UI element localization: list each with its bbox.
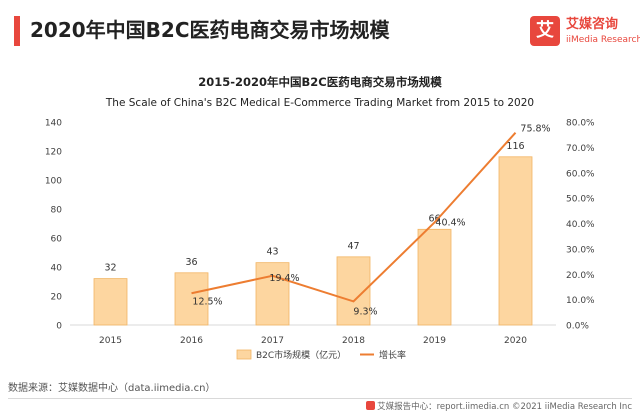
page-title: 2020年中国B2C医药电商交易市场规模 (30, 18, 390, 42)
footer-divider (8, 398, 632, 399)
bar-value-label: 36 (185, 257, 197, 268)
y-right-tick-label: 20.0% (566, 271, 595, 281)
y-right-tick-label: 0.0% (566, 322, 589, 332)
y-left-tick-label: 20 (51, 293, 63, 303)
bar-value-label: 32 (104, 263, 116, 274)
data-source-note: 数据来源：艾媒数据中心（data.iimedia.cn） (8, 383, 216, 394)
legend-bar-label: B2C市场规模（亿元） (256, 349, 346, 361)
bar-value-label: 47 (347, 241, 359, 252)
y-right-tick-label: 30.0% (566, 245, 595, 255)
growth-rate-label: 19.4% (269, 273, 299, 284)
x-tick-label: 2015 (99, 336, 122, 346)
x-tick-label: 2017 (261, 336, 284, 346)
x-tick-label: 2016 (180, 336, 203, 346)
legend-bar-swatch (236, 349, 252, 360)
logo-mark-icon: 艾 (530, 16, 560, 46)
bar-2015 (93, 278, 128, 326)
x-tick-label: 2019 (423, 336, 446, 346)
y-right-tick-label: 80.0% (566, 119, 595, 129)
iimedia-small-icon (366, 401, 376, 410)
growth-rate-label: 40.4% (435, 217, 465, 228)
y-right-tick-label: 10.0% (566, 296, 595, 306)
x-tick-label: 2020 (504, 336, 527, 346)
chart-subtitle: The Scale of China's B2C Medical E-Comme… (105, 97, 534, 109)
logo-name-cn: 艾媒咨询 (566, 17, 619, 32)
bar-value-label: 43 (266, 247, 278, 258)
title-accent-bar (14, 16, 20, 46)
bar-2020 (498, 156, 533, 326)
bar-2019 (417, 228, 452, 326)
y-left-tick-label: 60 (51, 235, 63, 245)
y-left-tick-label: 0 (56, 322, 62, 332)
y-right-tick-label: 60.0% (566, 169, 595, 179)
y-right-tick-label: 50.0% (566, 195, 595, 205)
growth-rate-line (191, 131, 517, 303)
footer-credit: 艾媒报告中心：report.iimedia.cn ©2021 iiMedia R… (366, 401, 632, 413)
y-left-tick-label: 80 (51, 206, 63, 216)
y-right-tick-label: 70.0% (566, 144, 595, 154)
growth-rate-label: 12.5% (192, 296, 222, 307)
bar-2018 (336, 256, 371, 326)
logo-name-en: iiMedia Research (566, 35, 640, 45)
market-scale-chart: 2015-2020年中国B2C医药电商交易市场规模 The Scale of Ch… (45, 75, 595, 361)
y-right-tick-label: 40.0% (566, 220, 595, 230)
bar-2017 (255, 262, 290, 326)
x-tick-label: 2018 (342, 336, 365, 346)
y-left-tick-label: 100 (45, 177, 62, 187)
y-left-tick-label: 140 (45, 119, 62, 129)
legend-line-label: 增长率 (379, 349, 406, 361)
footer-credit-text: 艾媒报告中心：report.iimedia.cn ©2021 iiMedia R… (377, 402, 632, 412)
iimedia-logo: 艾 艾媒咨询 iiMedia Research (530, 16, 640, 50)
bar-value-label: 116 (506, 141, 524, 152)
chart-title: 2015-2020年中国B2C医药电商交易市场规模 (198, 75, 442, 89)
y-left-tick-label: 40 (51, 264, 63, 274)
growth-rate-label: 9.3% (353, 306, 377, 317)
y-left-tick-label: 120 (45, 148, 62, 158)
bar-2016 (174, 272, 209, 326)
growth-rate-label: 75.8% (520, 124, 550, 135)
bar-value-label: 66 (428, 213, 440, 224)
